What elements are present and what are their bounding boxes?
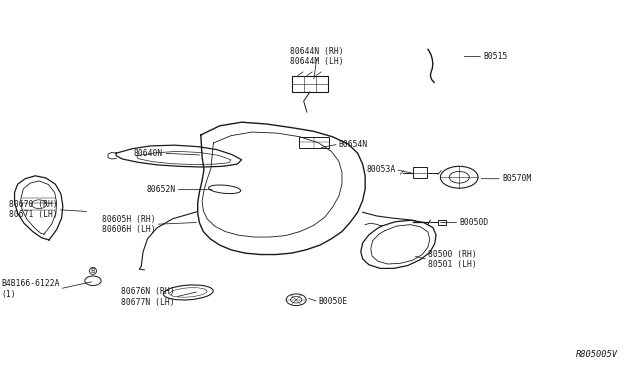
Text: B4B166-6122A
(1): B4B166-6122A (1)	[1, 279, 60, 298]
Text: 80670 (RH)
80671 (LH): 80670 (RH) 80671 (LH)	[9, 200, 58, 219]
Text: 80605H (RH)
80606H (LH): 80605H (RH) 80606H (LH)	[102, 215, 156, 234]
Text: 80652N: 80652N	[147, 185, 176, 194]
Text: 80053A: 80053A	[366, 165, 396, 174]
Bar	[413, 167, 427, 178]
Bar	[292, 76, 328, 92]
Bar	[300, 137, 330, 148]
Text: B0654N: B0654N	[339, 140, 368, 148]
Text: 80500 (RH)
80501 (LH): 80500 (RH) 80501 (LH)	[428, 250, 477, 269]
Text: 80644N (RH)
80644M (LH): 80644N (RH) 80644M (LH)	[290, 47, 344, 66]
Text: 80676N (RH)
80677N (LH): 80676N (RH) 80677N (LH)	[121, 288, 175, 307]
Text: B0050D: B0050D	[460, 218, 488, 227]
Text: B0515: B0515	[483, 52, 508, 61]
Text: B0050E: B0050E	[319, 298, 348, 307]
Text: B0570M: B0570M	[502, 174, 531, 183]
Text: R805005V: R805005V	[576, 350, 618, 359]
Text: 80640N: 80640N	[134, 149, 163, 158]
Bar	[438, 220, 446, 225]
Text: B: B	[91, 268, 95, 274]
